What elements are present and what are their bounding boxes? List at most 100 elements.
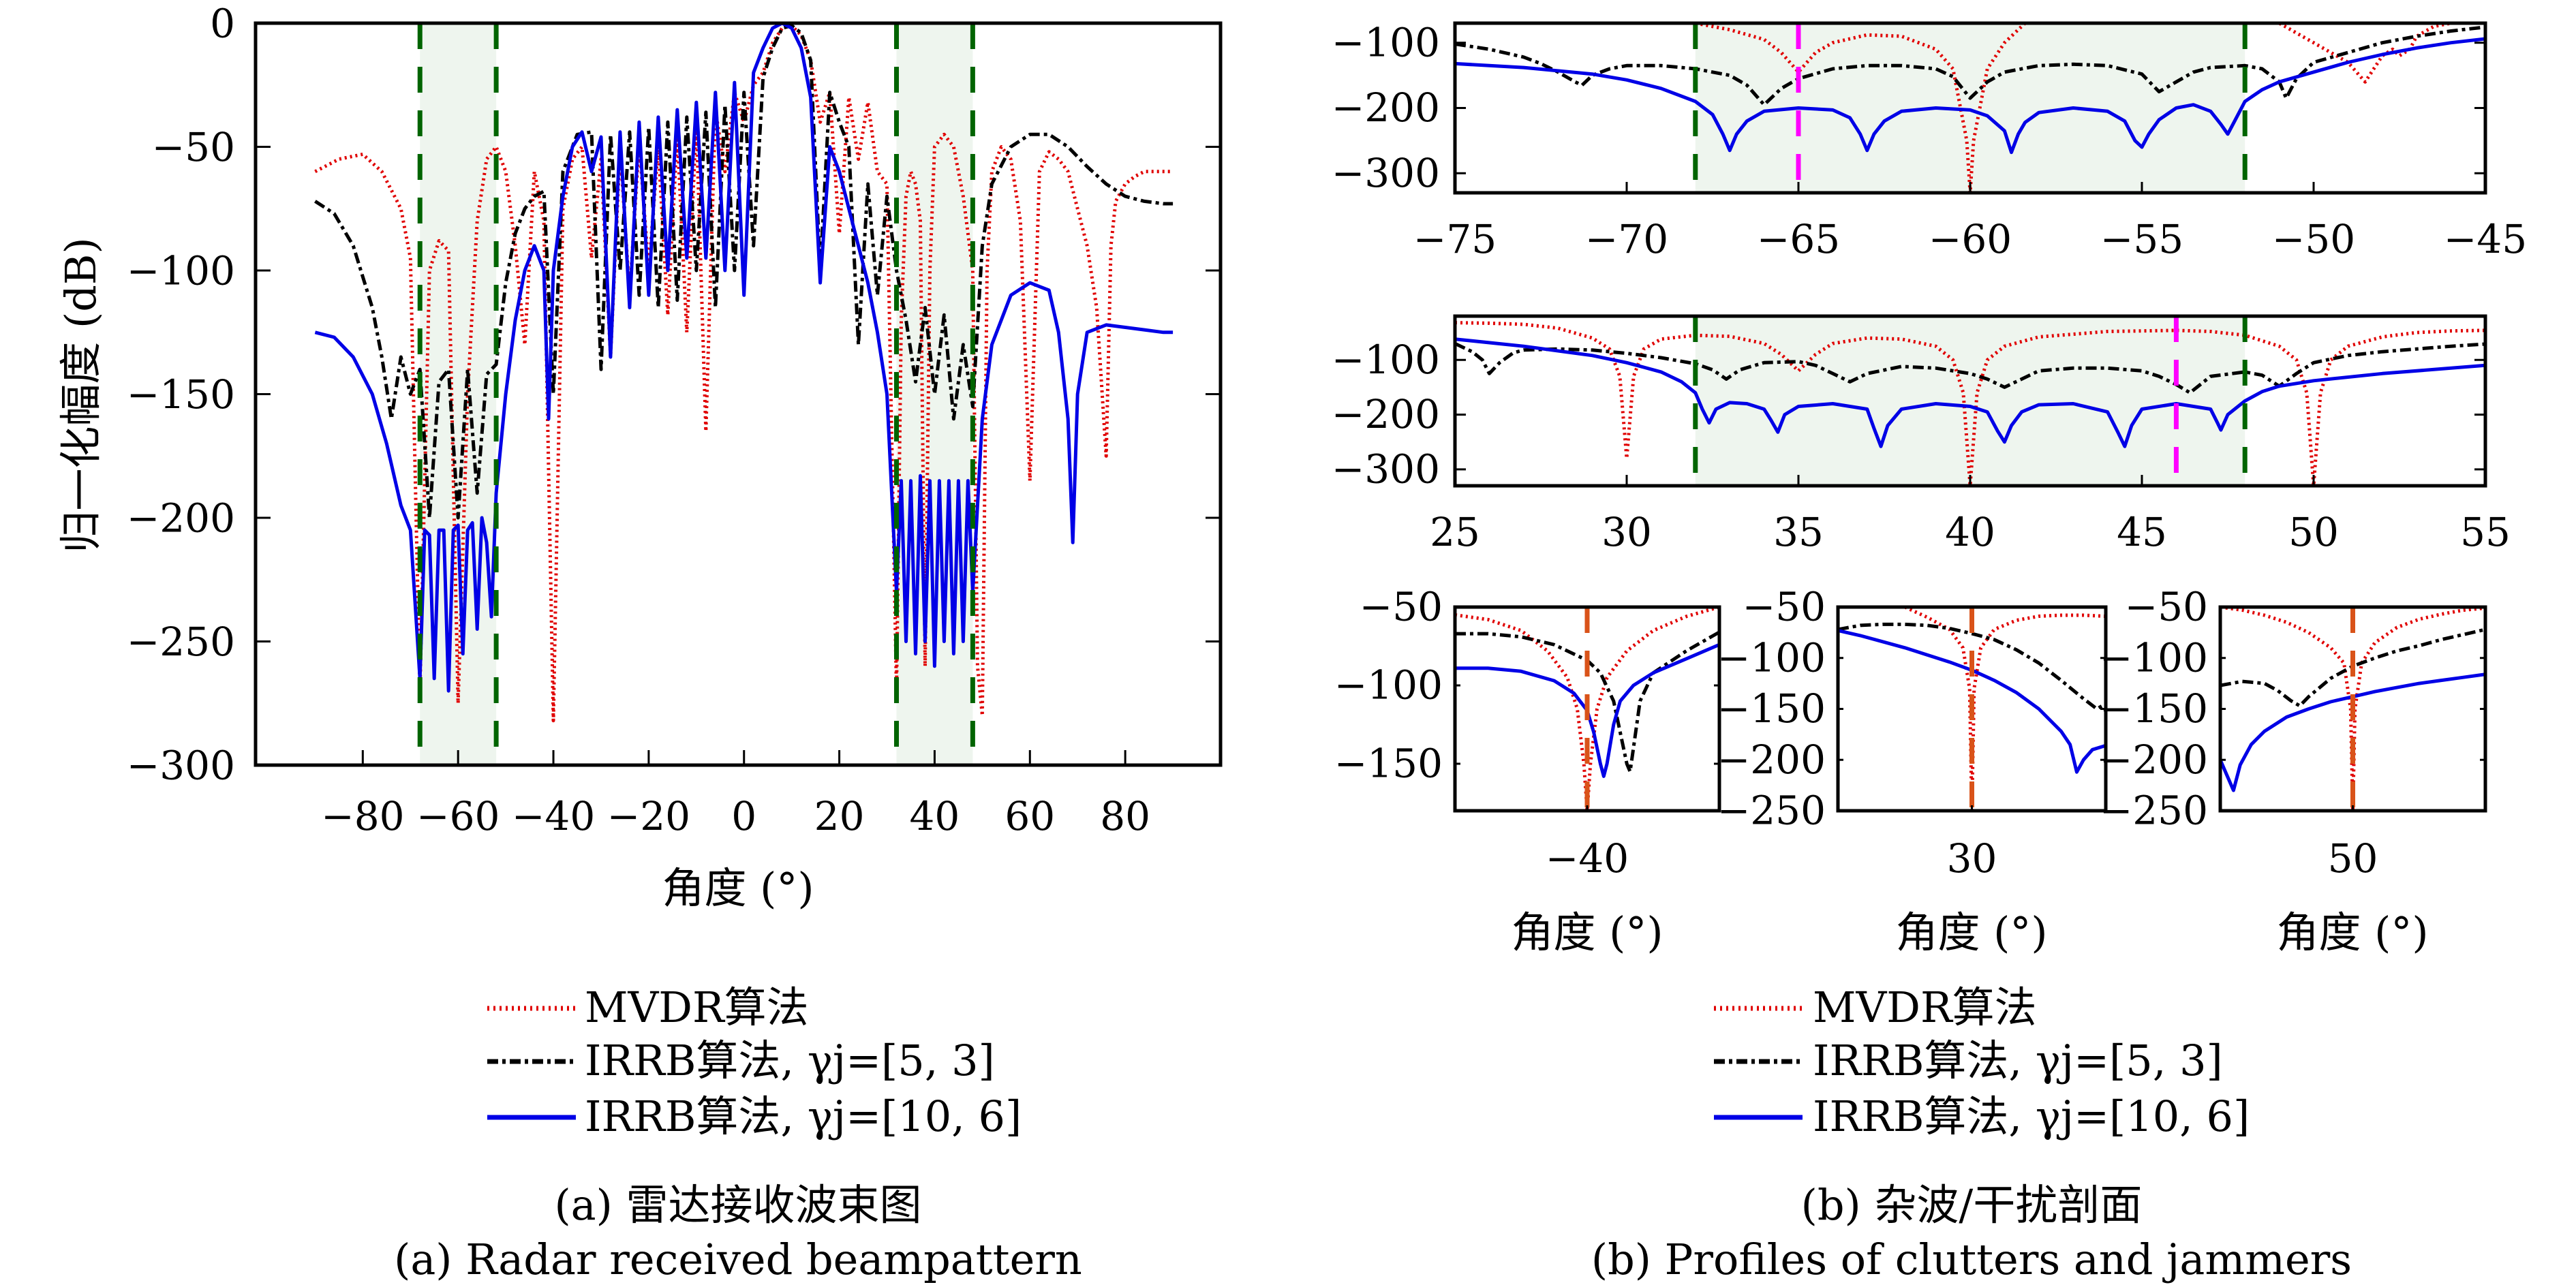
- x-tick-label: −75: [1413, 216, 1497, 262]
- x-tick-label: 40: [910, 793, 960, 839]
- y-tick-label: −250: [1717, 788, 1826, 834]
- series-line-irrb53: [1455, 630, 1719, 773]
- y-tick-label: −150: [127, 371, 235, 418]
- x-tick-label: 45: [2117, 509, 2167, 555]
- x-tick-label: −65: [1757, 216, 1840, 262]
- y-tick-label: −300: [1332, 446, 1440, 493]
- legend-item-mvdr-b: MVDR算法: [1714, 982, 2037, 1032]
- y-tick-label: −150: [1334, 741, 1443, 787]
- y-tick-label: −100: [1332, 337, 1440, 383]
- x-tick-label: −20: [607, 793, 690, 839]
- x-axis-label-b-small-3: 角度 (°): [2276, 908, 2428, 957]
- x-tick-label: 40: [1945, 509, 1995, 555]
- x-tick-label: −55: [2100, 216, 2183, 262]
- caption-a-cn: (a) 雷达接收波束图: [554, 1180, 921, 1230]
- chart-panel-a: −80 −60 −40 −20 0 20 40 60 800−50−100−150−200−25…: [127, 0, 1223, 839]
- caption-b-en: (b) Profiles of clutters and jammers: [1591, 1235, 2352, 1284]
- y-tick-label: −50: [2125, 584, 2208, 630]
- series-line-irrb53: [2220, 627, 2485, 708]
- legend-label-mvdr: MVDR算法: [585, 982, 809, 1032]
- legend-item-irrb-10-6: IRRB算法, γj=[10, 6]: [487, 1091, 1022, 1141]
- legend-item-irrb-5-3-b: IRRB算法, γj=[5, 3]: [1714, 1036, 2223, 1085]
- series-line-mvdr: [1695, 23, 2468, 193]
- y-tick-label: −150: [1717, 685, 1826, 732]
- plot-area: [314, 23, 1174, 723]
- x-tick-label: 25: [1430, 509, 1480, 555]
- legend-label-irrb-5-3: IRRB算法, γj=[5, 3]: [585, 1036, 995, 1085]
- caption-a-en: (a) Radar received beampattern: [394, 1235, 1082, 1284]
- y-tick-label: 0: [210, 0, 235, 46]
- y-tick-label: −100: [1334, 662, 1443, 709]
- x-tick-label: 20: [814, 793, 865, 839]
- y-tick-label: −150: [2100, 685, 2208, 732]
- y-tick-label: −300: [127, 742, 235, 788]
- y-tick-label: −50: [1360, 584, 1443, 630]
- shaded-region: [1695, 316, 2245, 486]
- y-tick-label: −250: [2100, 788, 2208, 834]
- legend-item-irrb-5-3: IRRB算法, γj=[5, 3]: [487, 1036, 995, 1085]
- y-axis-label-a: 归一化幅度 (dB): [56, 237, 106, 553]
- y-tick-label: −100: [2100, 634, 2208, 681]
- x-tick-label: 30: [1601, 509, 1652, 555]
- legend-a: MVDR算法 IRRB算法, γj=[5, 3] IRRB算法, γj=[10,…: [487, 982, 1022, 1141]
- plot-area: [1455, 23, 2485, 193]
- y-tick-label: −200: [1332, 391, 1440, 437]
- x-tick-label: 35: [1773, 509, 1824, 555]
- series-line-irrb106: [1455, 37, 2485, 155]
- series-line-irrb106: [2220, 672, 2485, 792]
- y-tick-label: −100: [1717, 634, 1826, 681]
- x-tick-label: −40: [1546, 835, 1629, 882]
- chart-panel-b-small-1: −40 −50 −100 −150: [1334, 584, 1721, 882]
- x-tick-label: 50: [2288, 509, 2339, 555]
- chart-panel-b-small-3: 50 −50−100−150−200 −250: [2100, 584, 2487, 882]
- x-tick-label: −60: [1929, 216, 2012, 262]
- series-line-mvdr: [1904, 607, 2106, 811]
- legend-item-mvdr: MVDR算法: [487, 982, 809, 1032]
- y-tick-label: −200: [127, 495, 235, 541]
- x-axis-label-b-small-1: 角度 (°): [1511, 908, 1663, 957]
- x-tick-label: 55: [2460, 509, 2511, 555]
- chart-panel-b-mid: 25 30 35 40 45 50 55 −100 −200 −300: [1332, 314, 2511, 555]
- x-tick-label: −70: [1585, 216, 1668, 262]
- y-tick-label: −250: [127, 619, 235, 665]
- y-tick-label: −50: [152, 124, 235, 170]
- chart-panel-b-small-2: 30 −50−100−150−200 −250: [1717, 584, 2108, 882]
- series-line-mvdr: [1455, 321, 2485, 486]
- caption-b-cn: (b) 杂波/干扰剖面: [1801, 1180, 2143, 1230]
- legend-b: MVDR算法 IRRB算法, γj=[5, 3] IRRB算法, γj=[10,…: [1714, 982, 2250, 1141]
- legend-label-irrb-10-6: IRRB算法, γj=[10, 6]: [585, 1091, 1022, 1141]
- series-line-mvdr: [314, 24, 1174, 723]
- x-tick-label: 80: [1100, 793, 1150, 839]
- series-line-irrb106: [1455, 337, 2485, 448]
- plot-area: [2220, 607, 2485, 811]
- x-tick-label: 60: [1005, 793, 1055, 839]
- y-tick-label: −100: [1332, 19, 1440, 65]
- series-line-irrb53: [1838, 622, 2106, 711]
- x-axis-label-a: 角度 (°): [662, 863, 814, 913]
- y-tick-label: −100: [127, 247, 235, 294]
- series-line-irrb106: [1838, 628, 2106, 774]
- y-tick-label: −200: [2100, 736, 2208, 783]
- x-tick-label: 30: [1947, 835, 1997, 882]
- y-tick-label: −200: [1717, 736, 1826, 783]
- x-tick-label: −80: [321, 793, 404, 839]
- series-line-irrb53: [1455, 341, 2485, 394]
- x-tick-label: −45: [2444, 216, 2527, 262]
- series-line-mvdr: [2220, 607, 2485, 811]
- x-tick-label: −40: [512, 793, 595, 839]
- x-tick-label: 0: [731, 793, 756, 839]
- series-line-irrb106: [314, 23, 1174, 693]
- legend-label-irrb-10-6-b: IRRB算法, γj=[10, 6]: [1813, 1091, 2250, 1141]
- legend-label-irrb-5-3-b: IRRB算法, γj=[5, 3]: [1813, 1036, 2223, 1085]
- plot-area: [1455, 321, 2485, 486]
- plot-area: [1838, 607, 2106, 811]
- y-tick-label: −200: [1332, 84, 1440, 131]
- series-line-irrb106: [1455, 642, 1719, 778]
- x-tick-label: −50: [2272, 216, 2355, 262]
- x-axis-label-b-small-2: 角度 (°): [1895, 908, 2047, 957]
- y-tick-label: −50: [1743, 584, 1826, 630]
- x-tick-label: −60: [416, 793, 500, 839]
- x-tick-label: 50: [2328, 835, 2378, 882]
- plot-area: [1455, 607, 1719, 811]
